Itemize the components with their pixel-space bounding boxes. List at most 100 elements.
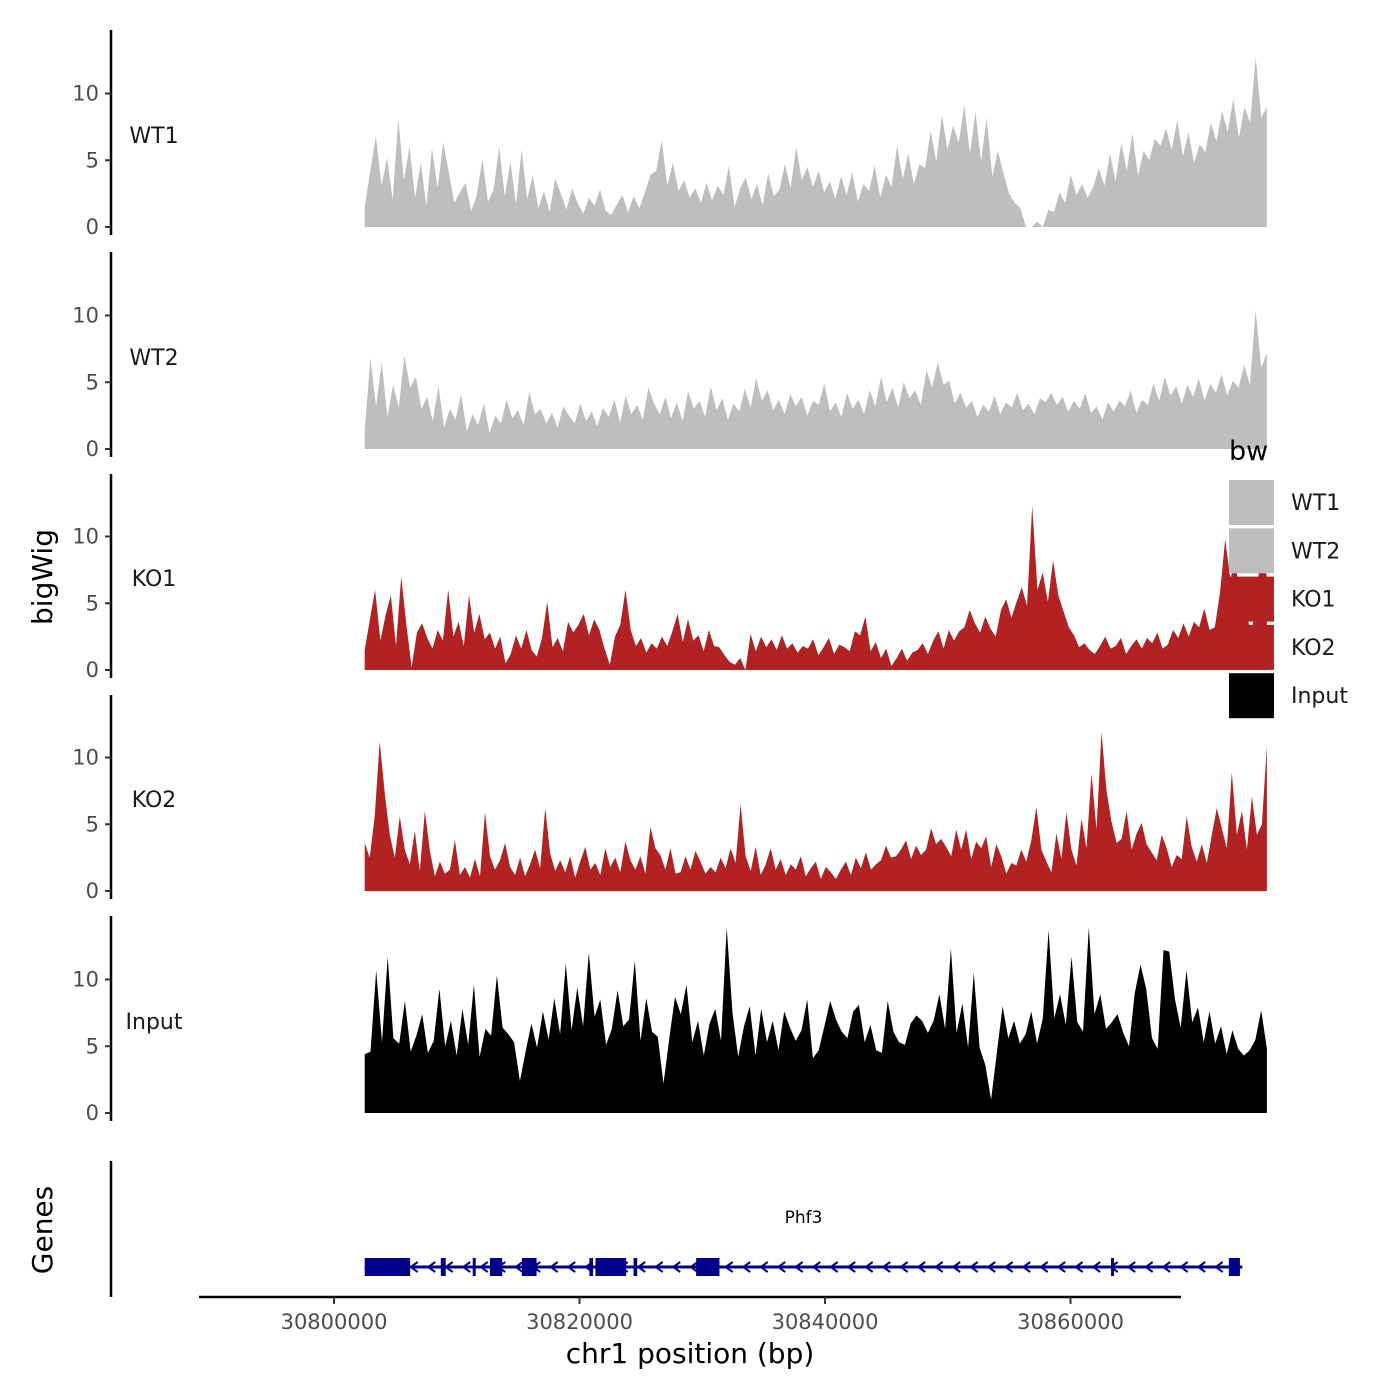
track-label-WT2: WT2 [129, 346, 178, 371]
strand-arrow [671, 1261, 681, 1273]
legend-entry-WT2: WT2 [1229, 528, 1340, 574]
strand-arrow [828, 1261, 839, 1273]
legend-entry-Input: Input [1229, 673, 1348, 719]
strand-arrow [793, 1261, 804, 1273]
strand-arrow [863, 1261, 874, 1273]
strand-arrow [1021, 1261, 1031, 1273]
y-tick-label: 0 [86, 215, 99, 239]
strand-arrow [898, 1261, 909, 1273]
x-tick-label: 30820000 [526, 1310, 633, 1334]
area-series-WT1 [364, 57, 1267, 227]
panel-WT1: 0 5 10 WT1 [72, 30, 1267, 239]
y-tick-label: 0 [86, 658, 99, 682]
strand-arrow [1073, 1261, 1084, 1273]
strand-arrow [1178, 1261, 1189, 1273]
panel-KO1: 0 5 10 KO1 [72, 474, 1267, 682]
gene-exon [696, 1258, 720, 1276]
x-tick-label: 30860000 [1017, 1310, 1124, 1334]
strand-arrow [1143, 1261, 1154, 1273]
strand-arrow [653, 1261, 664, 1273]
y-axis-title: bigWig [26, 529, 59, 625]
track-label-WT1: WT1 [129, 124, 178, 149]
track-label-KO2: KO2 [132, 788, 177, 813]
gene-panel: Phf3 [109, 1161, 1243, 1297]
strand-arrow [758, 1261, 769, 1273]
legend-entry-KO1: KO1 [1229, 576, 1336, 622]
strand-arrow [1196, 1261, 1206, 1273]
area-series-KO2 [364, 732, 1267, 891]
strand-arrow [968, 1261, 979, 1273]
strand-arrow [1161, 1261, 1171, 1273]
x-tick-label: 30840000 [772, 1310, 879, 1334]
strand-arrow [1056, 1261, 1066, 1273]
strand-arrow [1003, 1261, 1014, 1273]
y-tick-label: 5 [86, 148, 99, 172]
gene-exon [489, 1258, 503, 1276]
legend: bw WT1 WT2 KO1 KO2 Input [1229, 436, 1348, 719]
legend-label: KO1 [1291, 588, 1336, 613]
gene-exon [1228, 1258, 1240, 1276]
strand-arrow [1108, 1261, 1119, 1273]
strand-arrow [1038, 1261, 1049, 1273]
panel-KO2: 0 5 10 KO2 [72, 695, 1267, 903]
legend-swatch [1229, 480, 1274, 525]
strand-arrow [426, 1261, 436, 1273]
x-tick-label: 30800000 [281, 1310, 388, 1334]
gene-exon [633, 1258, 638, 1276]
y-tick-label: 10 [72, 82, 99, 106]
gene-exon [595, 1258, 627, 1276]
gene-exon [440, 1258, 446, 1276]
strand-arrow [881, 1261, 891, 1273]
y-tick-label: 5 [86, 812, 99, 836]
strand-arrow [636, 1261, 646, 1273]
strand-arrow [951, 1261, 961, 1273]
panel-WT2: 0 5 10 WT2 [72, 252, 1267, 461]
x-axis-title: chr1 position (bp) [566, 1337, 815, 1370]
track-label-KO1: KO1 [132, 567, 177, 592]
strand-arrow [548, 1261, 559, 1273]
strand-arrow [566, 1261, 576, 1273]
strand-arrow [986, 1261, 996, 1273]
strand-arrow [461, 1261, 471, 1273]
y-tick-label: 5 [86, 370, 99, 394]
y-tick-label: 10 [72, 304, 99, 328]
track-label-Input: Input [126, 1010, 183, 1035]
legend-swatch [1229, 576, 1274, 622]
legend-swatch [1229, 673, 1274, 719]
strand-arrow [846, 1261, 856, 1273]
strand-arrow [776, 1261, 786, 1273]
legend-title: bw [1229, 436, 1268, 467]
area-series-KO1 [364, 505, 1267, 670]
y-tick-label: 10 [72, 968, 99, 992]
strand-arrow [933, 1261, 944, 1273]
y-tick-label: 10 [72, 525, 99, 549]
strand-arrow [478, 1261, 489, 1273]
y-tick-label: 5 [86, 1034, 99, 1058]
strand-arrow [723, 1261, 734, 1273]
gene-panel-title: Genes [26, 1186, 59, 1274]
y-tick-label: 10 [72, 746, 99, 770]
legend-label: KO2 [1291, 636, 1336, 661]
strand-arrow [1126, 1261, 1136, 1273]
strand-arrow [741, 1261, 751, 1273]
signal-panels: 0 5 10 WT1 0 5 10 WT2 0 5 10 KO1 0 5 10 KO2 0 5 10 Input [72, 30, 1267, 1125]
strand-arrow [1091, 1261, 1101, 1273]
area-series-WT2 [364, 310, 1267, 449]
strand-arrow [1213, 1261, 1224, 1273]
gene-exon [589, 1258, 594, 1276]
legend-label: Input [1291, 684, 1348, 709]
strand-arrow [916, 1261, 926, 1273]
gene-exon [364, 1258, 411, 1276]
x-axis: 30800000 30820000 30840000 30860000 [199, 1295, 1181, 1334]
gene-name-label: Phf3 [785, 1208, 823, 1228]
panel-Input: 0 5 10 Input [72, 916, 1267, 1125]
legend-swatch [1229, 624, 1274, 670]
gene-exon [521, 1258, 537, 1276]
strand-arrow [513, 1261, 524, 1273]
y-tick-label: 0 [86, 1101, 99, 1125]
legend-label: WT1 [1291, 491, 1340, 516]
legend-swatch [1229, 528, 1274, 574]
legend-label: WT2 [1291, 539, 1340, 564]
strand-arrow [811, 1261, 821, 1273]
